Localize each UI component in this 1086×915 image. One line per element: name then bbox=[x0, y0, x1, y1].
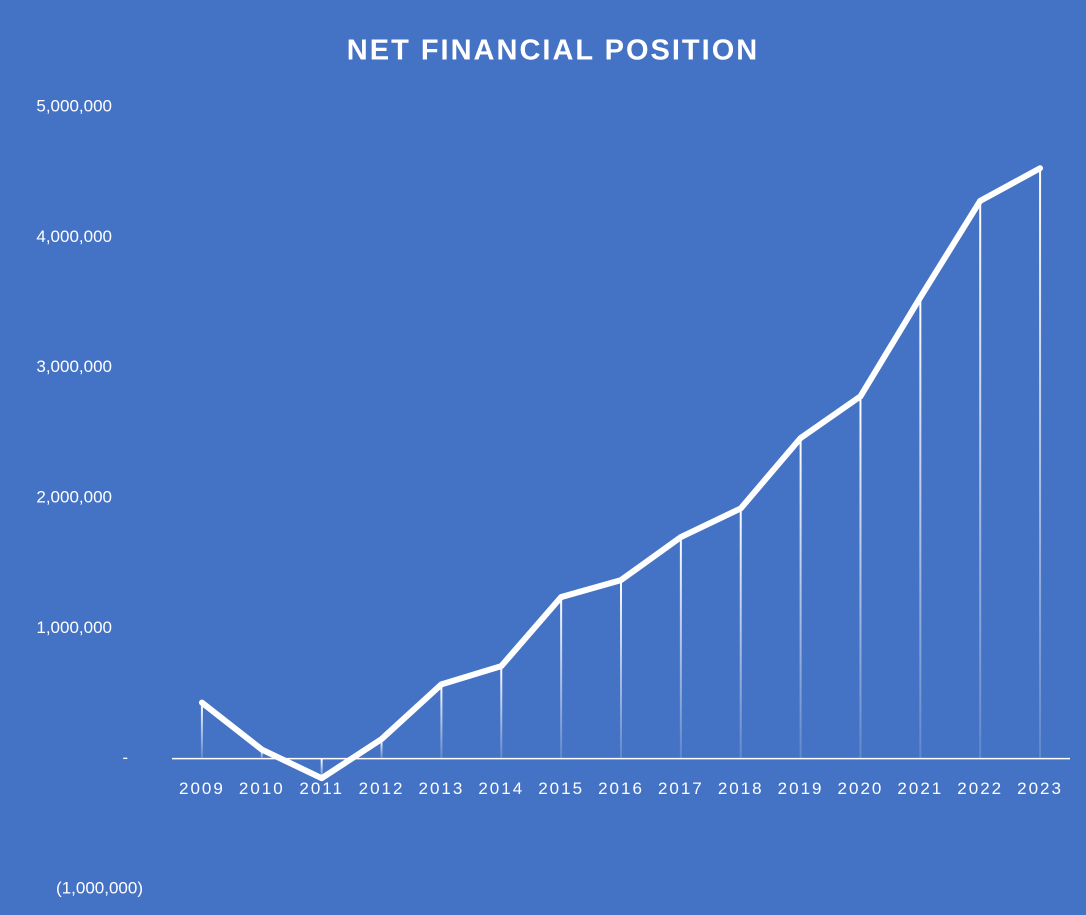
x-tick-label: 2023 bbox=[1017, 779, 1063, 798]
x-tick-label: 2010 bbox=[239, 779, 285, 798]
x-tick-label: 2021 bbox=[897, 779, 943, 798]
y-tick-label: 2,000,000 bbox=[36, 487, 112, 506]
x-tick-label: 2019 bbox=[778, 779, 824, 798]
drop-line bbox=[440, 684, 443, 759]
drop-line bbox=[500, 666, 503, 759]
y-tick-label: (1,000,000) bbox=[56, 878, 143, 897]
drop-line bbox=[799, 438, 802, 759]
line bbox=[198, 165, 1044, 782]
drop-line bbox=[979, 200, 982, 759]
drop-line bbox=[919, 297, 922, 759]
y-tick-label: - bbox=[122, 748, 128, 767]
drop-line bbox=[560, 597, 563, 759]
drop-line bbox=[620, 580, 622, 759]
y-tick-label: 5,000,000 bbox=[36, 96, 112, 115]
x-tick-label: 2014 bbox=[478, 779, 524, 798]
y-tick-label: 1,000,000 bbox=[36, 618, 112, 637]
drop-line bbox=[739, 508, 742, 759]
drop-line bbox=[859, 396, 862, 759]
drop-line bbox=[1039, 168, 1042, 759]
x-tick-label: 2017 bbox=[658, 779, 704, 798]
x-tick-label: 2018 bbox=[718, 779, 764, 798]
drop-line bbox=[679, 537, 682, 759]
y-tick-label: 3,000,000 bbox=[36, 357, 112, 376]
drop-line bbox=[200, 702, 203, 759]
drop-line bbox=[320, 758, 323, 779]
x-tick-label: 2012 bbox=[359, 779, 405, 798]
x-tick-label: 2016 bbox=[598, 779, 644, 798]
y-tick-label: 4,000,000 bbox=[36, 227, 112, 246]
drop-line bbox=[260, 749, 263, 759]
x-tick-label: 2020 bbox=[838, 779, 884, 798]
drop-line bbox=[380, 739, 383, 759]
x-tick-label: 2015 bbox=[538, 779, 584, 798]
x-tick-label: 2022 bbox=[957, 779, 1003, 798]
chart-title: NET FINANCIAL POSITION bbox=[347, 35, 759, 67]
x-tick-label: 2011 bbox=[299, 779, 344, 798]
x-tick-label: 2013 bbox=[418, 779, 464, 798]
x-tick-label: 2009 bbox=[179, 779, 225, 798]
